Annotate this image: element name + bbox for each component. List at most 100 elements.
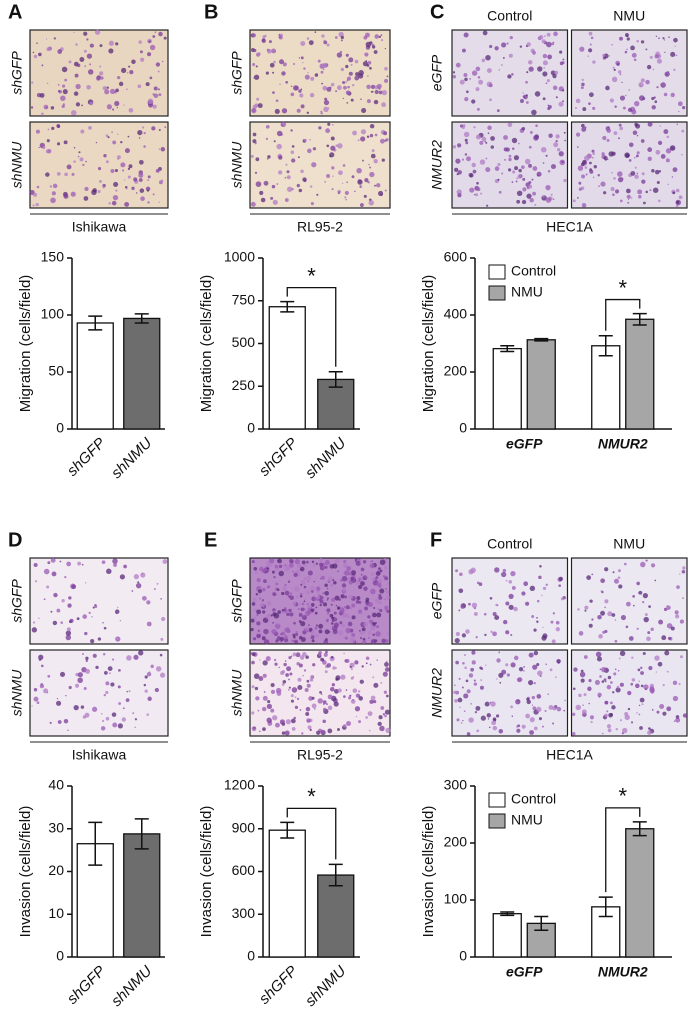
cell-dot [105, 716, 110, 721]
panel-label: F [430, 529, 442, 551]
error-bar [598, 896, 613, 918]
cell-dot [624, 711, 629, 717]
cell-dot [491, 720, 497, 726]
cell-dot [322, 68, 325, 71]
cell-dot [265, 656, 271, 662]
cell-dot [84, 186, 89, 191]
cell-dot [669, 145, 676, 151]
cell-dot [656, 180, 660, 185]
cell-dot [115, 189, 118, 192]
cell-dot [365, 597, 370, 602]
cell-dot [643, 201, 646, 205]
cell-dot [70, 110, 77, 116]
cell-dot [369, 133, 374, 138]
cell-dot [671, 176, 674, 178]
cell-dot [305, 583, 307, 585]
cell-dot [537, 670, 543, 676]
cell-dot [327, 728, 333, 734]
cell-dot [287, 689, 290, 691]
cell-dot [256, 577, 261, 583]
cell-dot [337, 728, 340, 731]
cell-dot [602, 135, 607, 141]
cell-dot [612, 571, 615, 574]
cell-dot [133, 574, 140, 580]
cell-dot [535, 706, 542, 713]
cell-dot [343, 85, 347, 90]
cell-dot [298, 637, 302, 640]
cell-dot [324, 670, 328, 674]
cell-dot [333, 580, 337, 585]
cell-dot [672, 680, 678, 686]
cell-dot [256, 621, 261, 626]
cell-dot [126, 188, 128, 190]
cell-dot [159, 653, 163, 657]
cell-dot [283, 662, 287, 667]
cell-dot [146, 672, 152, 677]
cell-dot [284, 660, 287, 662]
error-bar [632, 821, 647, 837]
cell-dot [641, 172, 645, 176]
cell-dot [119, 620, 122, 622]
cell-dot [158, 128, 161, 131]
cell-dot [278, 59, 285, 65]
cell-dot [597, 614, 602, 620]
cell-dot [263, 691, 266, 693]
cell-dot [603, 191, 607, 195]
cell-dot [529, 130, 533, 134]
cell-dot [258, 597, 261, 600]
cell-dot [480, 667, 484, 670]
cell-dot [76, 63, 81, 68]
cell-dot [533, 726, 538, 731]
cell-dot [291, 639, 294, 643]
cell-dot [616, 685, 620, 689]
cell-dot [628, 636, 634, 641]
cell-dot [556, 706, 562, 712]
cell-dot [348, 572, 353, 576]
cell-dot [319, 729, 325, 735]
cell-dot [364, 52, 369, 57]
cell-dot [273, 140, 276, 143]
cell-dot [261, 38, 266, 42]
cell-dot [640, 684, 644, 688]
y-tick-label: 30 [48, 819, 64, 835]
cell-dot [580, 186, 585, 190]
y-tick-label: 0 [247, 948, 255, 964]
cell-dot [635, 683, 640, 689]
cell-dot [572, 687, 576, 691]
cell-dot [542, 586, 547, 591]
cell-dot [308, 561, 311, 564]
cell-dot [550, 193, 553, 196]
cell-dot [349, 617, 351, 619]
cell-dot [280, 670, 285, 676]
cell-dot [485, 141, 488, 144]
cell-dot [386, 632, 389, 635]
cell-dot [306, 111, 310, 114]
cell-dot [628, 89, 630, 91]
cell-dot [49, 721, 52, 724]
cell-dot [86, 53, 93, 59]
cell-dot [309, 138, 311, 141]
cell-dot [281, 591, 285, 596]
cell-dot [345, 81, 347, 83]
cell-dot [470, 567, 476, 573]
cell-dot [381, 158, 385, 162]
cell-dot [336, 85, 342, 91]
x-tick-label: eGFP [506, 436, 543, 452]
cell-dot [378, 578, 383, 584]
cell-dot [600, 610, 606, 616]
cell-dot [331, 625, 335, 629]
cell-dot [154, 31, 157, 33]
cell-dot [251, 685, 255, 689]
cell-dot [291, 727, 296, 731]
cell-dot [257, 709, 260, 712]
cell-dot [456, 718, 460, 722]
cell-dot [525, 601, 530, 606]
cell-dot [262, 727, 266, 732]
cell-dot [147, 179, 150, 181]
cell-dot [367, 636, 370, 639]
cell-dot [572, 199, 576, 203]
cell-dot [116, 75, 121, 80]
cell-dot [143, 132, 146, 135]
cell-dot [332, 629, 338, 635]
cell-dot [73, 704, 79, 711]
